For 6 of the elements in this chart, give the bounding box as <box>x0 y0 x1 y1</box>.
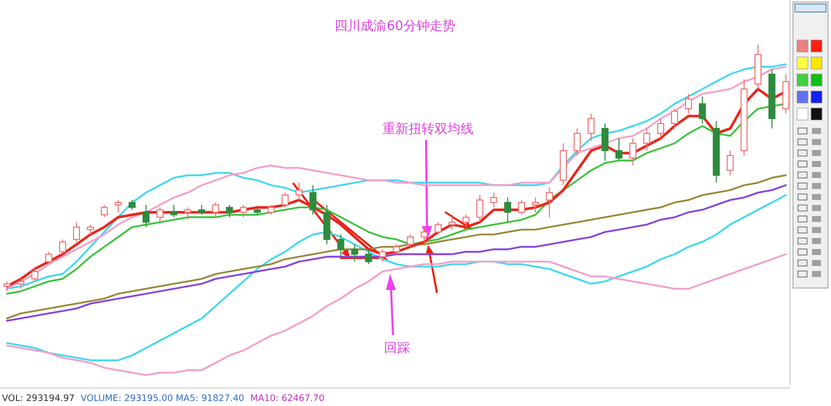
annotation: 重新扭转双均线 <box>382 122 474 137</box>
text: MA10: 62467.70 <box>250 394 325 404</box>
text: VOLUME: 293195.00 MA5: 91827.40 <box>80 394 245 404</box>
text: VOL: 293194.97 <box>2 394 75 404</box>
chart-title: 四川成渝60分钟走势 <box>334 19 456 34</box>
text: 回踩 <box>384 341 410 356</box>
